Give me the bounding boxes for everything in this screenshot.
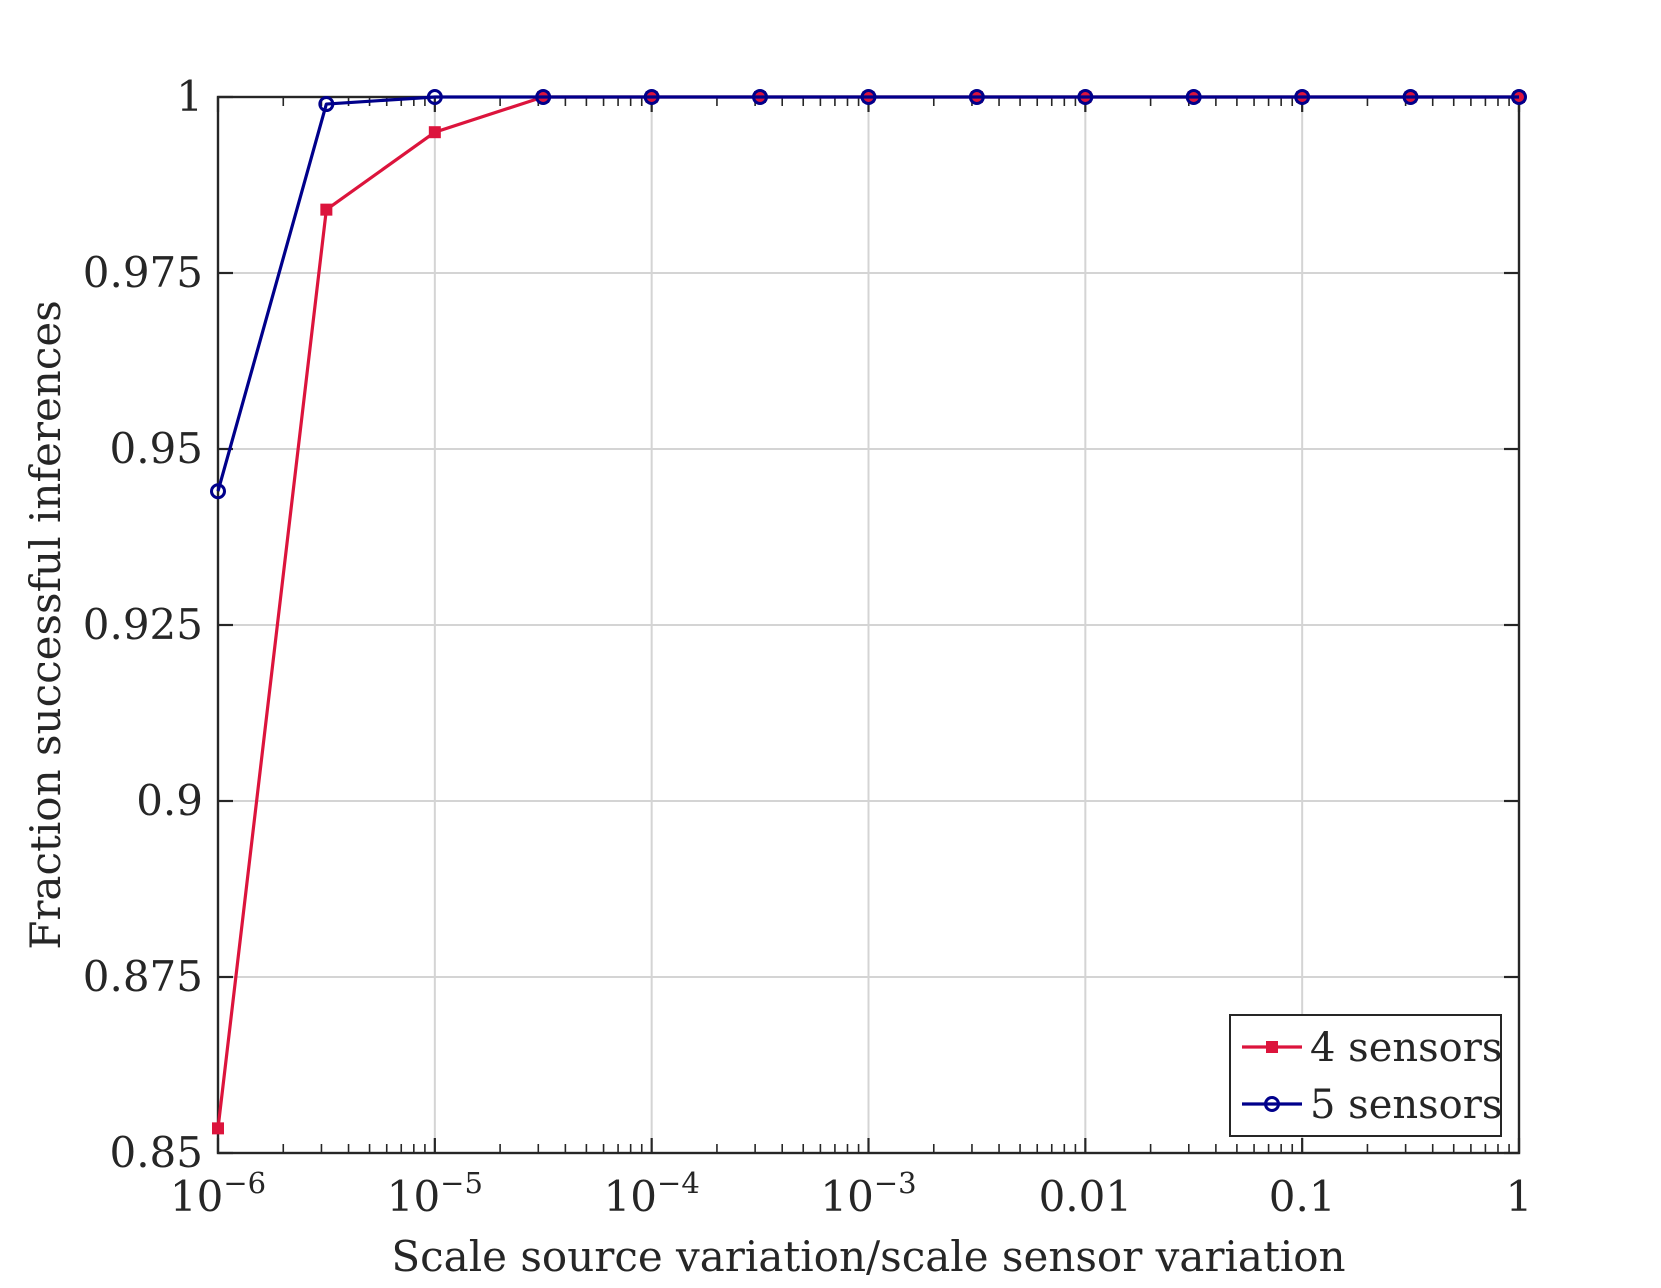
x-tick-label: 0.01: [1039, 1172, 1133, 1221]
x-tick-label: 1: [1506, 1172, 1533, 1221]
series-5-sensors: [210, 89, 1527, 500]
data-point: [752, 89, 769, 105]
legend-label: 5 sensors: [1310, 1082, 1502, 1128]
y-tick-label: 0.85: [109, 1128, 203, 1177]
data-point: [1185, 89, 1202, 105]
y-tick-label: 0.95: [109, 424, 203, 473]
data-point: [426, 89, 443, 105]
x-tick-label: 10−6: [170, 1166, 266, 1221]
data-point: [535, 89, 552, 105]
legend-label: 4 sensors: [1310, 1025, 1502, 1071]
x-tick-label: 10−3: [820, 1166, 916, 1221]
data-point: [1294, 89, 1311, 105]
y-tick-label: 0.925: [83, 600, 203, 649]
x-tick-labels: 10−6 10−5 10−4 10−3 0.01 0.1 1: [170, 1166, 1532, 1221]
legend-item: 5 sensors: [1242, 1082, 1502, 1128]
data-point: [212, 1122, 224, 1135]
y-tick-label: 0.9: [136, 776, 203, 825]
x-tick-label: 10−4: [604, 1166, 700, 1221]
data-point: [318, 96, 335, 113]
series-line: [216, 95, 1519, 492]
y-axis-title: Fraction successful inferences: [21, 300, 70, 950]
data-point: [968, 89, 985, 105]
series-lines: [210, 89, 1527, 1135]
data-point: [643, 89, 660, 105]
x-tick-label: 10−5: [387, 1166, 483, 1221]
legend-item: 4 sensors: [1242, 1025, 1502, 1071]
data-point: [210, 483, 226, 500]
data-point: [860, 89, 877, 105]
legend-box: [1229, 1014, 1502, 1137]
data-point: [1402, 89, 1419, 105]
data-point: [320, 203, 333, 216]
data-point: [428, 126, 441, 139]
x-axis-title: Scale source variation/scale sensor vari…: [391, 1232, 1345, 1281]
legend-swatch-marker: [1264, 1096, 1280, 1112]
y-tick-label: 0.875: [83, 952, 203, 1001]
legend: 4 sensors 5 sensors: [1229, 1014, 1502, 1137]
legend-items: 4 sensors 5 sensors: [1242, 1025, 1502, 1128]
legend-swatch-marker: [1266, 1041, 1278, 1053]
y-tick-label: 1: [176, 72, 203, 121]
data-point: [1077, 89, 1094, 105]
x-tick-label: 0.1: [1269, 1172, 1336, 1221]
y-tick-label: 0.975: [83, 248, 203, 297]
y-tick-labels: 0.85 0.875 0.9 0.925 0.95 0.975 1: [83, 72, 203, 1177]
data-point: [1511, 89, 1527, 105]
